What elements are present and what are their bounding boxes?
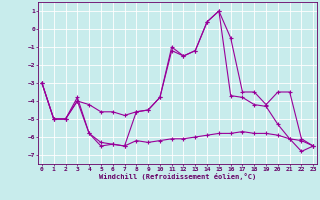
X-axis label: Windchill (Refroidissement éolien,°C): Windchill (Refroidissement éolien,°C) [99,173,256,180]
